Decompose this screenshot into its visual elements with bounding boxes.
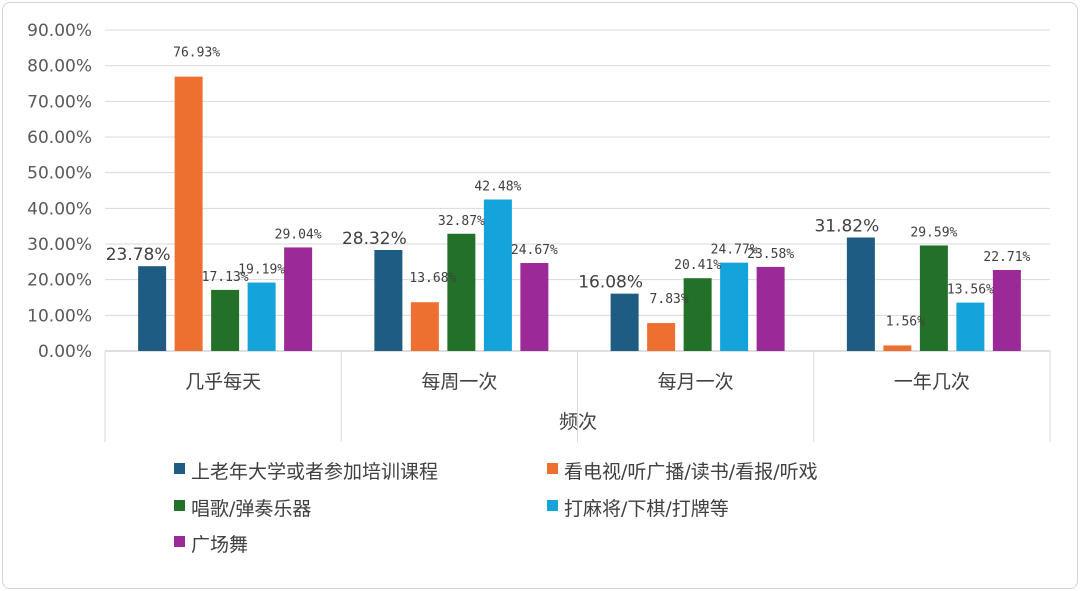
data-label: 1.56% — [886, 314, 925, 329]
y-tick-label: 60.00% — [27, 128, 92, 148]
legend-swatch — [547, 463, 558, 474]
bar — [483, 199, 512, 351]
bars — [138, 76, 1021, 351]
legend-swatch — [174, 536, 185, 547]
legend-label: 看电视/听广播/读书/看报/听戏 — [564, 461, 818, 483]
bar — [956, 302, 985, 351]
data-label: 24.77% — [711, 243, 758, 258]
category-label: 每月一次 — [658, 371, 734, 393]
bar — [138, 266, 167, 351]
data-label: 31.82% — [814, 217, 879, 237]
data-label: 24.67% — [511, 243, 558, 258]
data-label: 20.41% — [674, 258, 721, 273]
bar — [846, 237, 875, 351]
data-label: 29.04% — [275, 227, 322, 242]
bar — [756, 266, 785, 351]
legend-swatch — [174, 500, 185, 511]
bar — [720, 262, 749, 351]
category-labels: 几乎每天 每周一次 每月一次 一年几次 — [185, 371, 970, 393]
y-tick-label: 90.00% — [27, 21, 92, 41]
legend-label: 唱歌/弹奏乐器 — [191, 498, 311, 520]
bar — [610, 293, 639, 351]
y-tick-label: 70.00% — [27, 92, 92, 112]
x-axis-title: 频次 — [559, 411, 597, 433]
y-tick-label: 0.00% — [38, 342, 92, 362]
y-axis-ticks: 0.00% 10.00% 20.00% 30.00% 40.00% 50.00% 60.00… — [27, 21, 92, 362]
bar — [883, 345, 912, 351]
bar — [211, 289, 240, 351]
data-label: 7.83% — [650, 292, 689, 307]
data-labels: 23.78% 76.93% 17.13%19.19% 29.04% 28.32% 13.6… — [106, 46, 1031, 330]
data-label: 23.58% — [747, 247, 794, 262]
data-label: 23.78% — [106, 245, 171, 265]
category-label: 一年几次 — [894, 371, 970, 393]
bar — [374, 249, 403, 351]
data-label: 13.68% — [409, 271, 456, 286]
bar — [683, 278, 712, 351]
y-tick-label: 80.00% — [27, 57, 92, 77]
bar — [992, 270, 1021, 351]
data-label: 17.13% — [202, 270, 249, 285]
bar — [247, 282, 276, 351]
legend-swatch — [547, 500, 558, 511]
bar — [520, 263, 549, 351]
legend-label: 打麻将/下棋/打牌等 — [564, 498, 729, 520]
bar — [284, 247, 313, 351]
bar — [410, 302, 439, 351]
y-tick-label: 20.00% — [27, 271, 92, 291]
data-label: 42.48% — [474, 179, 521, 194]
legend-label: 广场舞 — [191, 534, 248, 556]
bar — [174, 76, 203, 351]
bar — [919, 245, 948, 351]
legend-swatch — [174, 463, 185, 474]
legend-label: 上老年大学或者参加培训课程 — [191, 461, 438, 483]
data-label: 76.93% — [173, 46, 220, 61]
data-label: 22.71% — [983, 250, 1030, 265]
y-tick-label: 50.00% — [27, 164, 92, 184]
data-label: 16.08% — [578, 273, 643, 293]
y-tick-label: 30.00% — [27, 235, 92, 255]
category-label: 每周一次 — [421, 371, 497, 393]
data-label: 29.59% — [910, 225, 957, 240]
data-label: 28.32% — [342, 229, 407, 249]
data-label: 13.56% — [947, 283, 994, 298]
y-tick-label: 40.00% — [27, 199, 92, 219]
data-label: 32.87% — [438, 214, 485, 229]
bar — [447, 233, 476, 351]
y-tick-label: 10.00% — [27, 306, 92, 326]
category-label: 几乎每天 — [185, 371, 261, 393]
bar — [647, 323, 676, 351]
data-label: 19.19% — [238, 263, 285, 278]
